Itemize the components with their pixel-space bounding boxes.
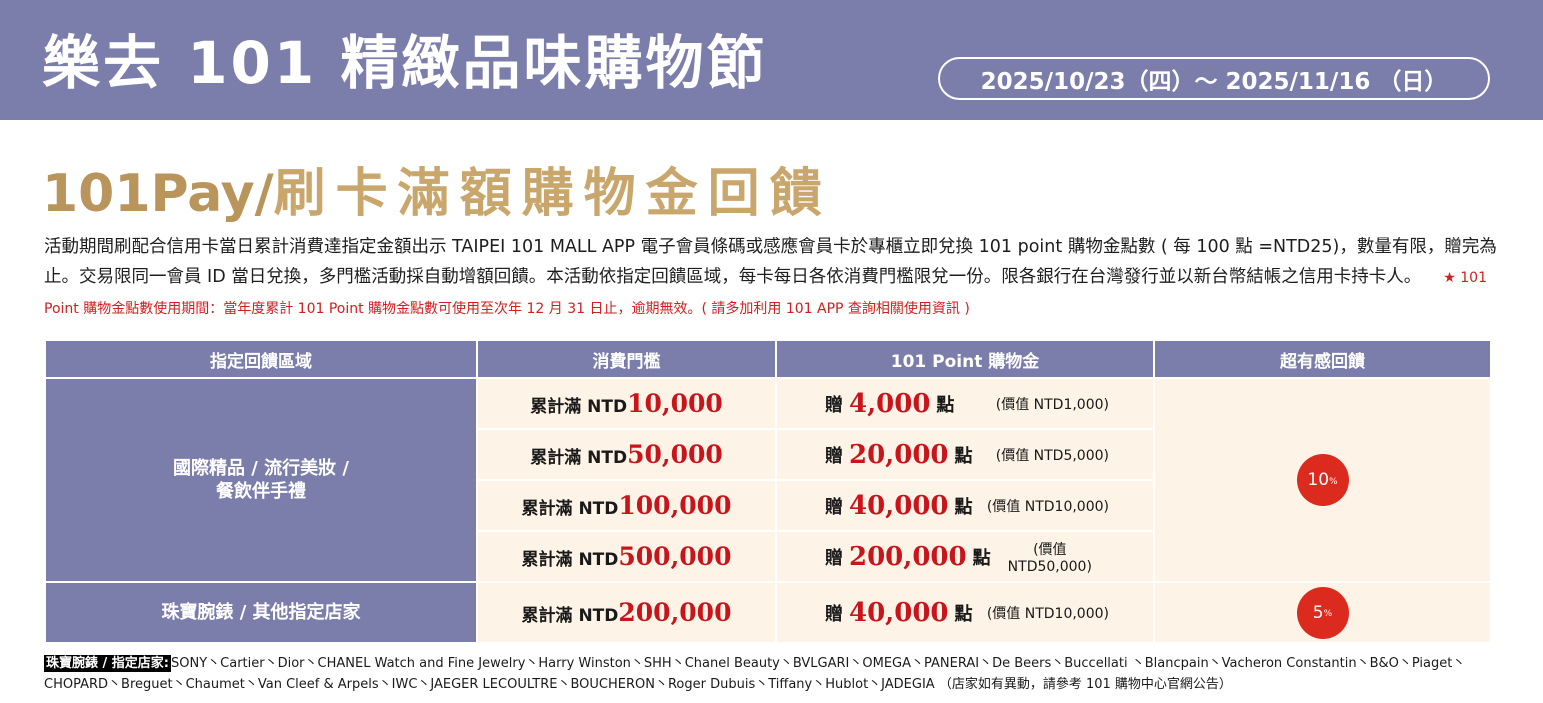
points-value: (價值 NTD50,000) xyxy=(1007,541,1092,575)
threshold-amount: 200,000 xyxy=(618,598,732,627)
store-list: 珠寶腕錶 / 指定店家: SONY丶Cartier丶Dior丶CHANEL Wat… xyxy=(44,653,1514,695)
threshold-amount: 500,000 xyxy=(618,542,732,571)
date-range-badge: 2025/10/23（四）～ 2025/11/16 （日） xyxy=(938,57,1490,100)
threshold-cell: 累計滿 NTD100,000 xyxy=(476,479,777,532)
threshold-label: 累計滿 NTD xyxy=(530,397,628,417)
bonus-rate: 10 xyxy=(1307,470,1330,490)
table-row: 累計滿 NTD100,000 贈 40,000 點 (價值 NTD10,000) xyxy=(45,479,1491,532)
points-value: (價值 NTD10,000) xyxy=(986,605,1109,622)
give-label: 贈 xyxy=(825,547,843,569)
promo-title: 101Pay/刷卡滿額購物金回饋 xyxy=(42,168,832,220)
header-bonus: 超有感回饋 xyxy=(1153,339,1492,379)
header-points: 101 Point 購物金 xyxy=(775,339,1155,379)
bonus-rate: 5 xyxy=(1312,602,1324,623)
threshold-cell: 累計滿 NTD200,000 xyxy=(476,581,777,644)
reward-table: 指定回饋區域 消費門檻 101 Point 購物金 超有感回饋 國際精品 / 流… xyxy=(44,339,1492,644)
store-list-text: SONY丶Cartier丶Dior丶CHANEL Watch and Fine … xyxy=(44,656,1466,692)
points-unit: 點 xyxy=(954,603,973,625)
points-unit: 點 xyxy=(954,445,973,467)
bonus-rate-badge: 5% xyxy=(1296,586,1349,639)
area-cell-luxury: 國際精品 / 流行美妝 / 餐飲伴手禮 xyxy=(44,377,478,583)
header-threshold: 消費門檻 xyxy=(476,339,777,379)
points-value: (價值 NTD5,000) xyxy=(995,447,1109,464)
threshold-label: 累計滿 NTD xyxy=(521,606,619,626)
points-cell: 贈 4,000 點 (價值 NTD1,000) xyxy=(775,377,1155,430)
area-label-line2: 餐飲伴手禮 xyxy=(216,481,306,502)
threshold-label: 累計滿 NTD xyxy=(521,550,619,570)
table-header-row: 指定回饋區域 消費門檻 101 Point 購物金 超有感回饋 xyxy=(44,339,1492,379)
points-amount: 4,000 xyxy=(849,388,931,419)
points-amount: 200,000 xyxy=(849,541,967,572)
page-title: 樂去 101 精緻品味購物節 xyxy=(42,29,768,97)
points-cell: 贈 40,000 點 (價值 NTD10,000) xyxy=(775,479,1155,532)
bonus-rate-unit: % xyxy=(1323,609,1333,619)
points-unit: 點 xyxy=(936,394,955,416)
area-label-line1: 國際精品 / 流行美妝 / xyxy=(173,458,349,479)
threshold-cell: 累計滿 NTD500,000 xyxy=(476,530,777,583)
give-label: 贈 xyxy=(825,496,843,518)
points-value: (價值 NTD10,000) xyxy=(986,498,1109,515)
threshold-label: 累計滿 NTD xyxy=(530,448,628,468)
points-unit: 點 xyxy=(954,496,973,518)
area-cell-jewelry: 珠寶腕錶 / 其他指定店家 xyxy=(44,581,478,644)
description-text: 活動期間刷配合信用卡當日累計消費達指定金額出示 TAIPEI 101 MALL … xyxy=(44,237,1497,287)
points-cell: 贈 200,000 點 (價值 NTD50,000) xyxy=(775,530,1155,583)
table-row: 累計滿 NTD500,000 贈 200,000 點 (價值 NTD50,000) xyxy=(45,530,1491,583)
bonus-cell-luxury: 10% xyxy=(1153,377,1492,583)
header-banner: 樂去 101 精緻品味購物節 2025/10/23（四）～ 2025/11/16… xyxy=(0,0,1543,120)
promo-title-zh: 刷卡滿額購物金回饋 xyxy=(273,164,832,224)
area-label-line1: 珠寶腕錶 / 其他指定店家 xyxy=(161,602,361,623)
threshold-cell: 累計滿 NTD10,000 xyxy=(476,377,777,430)
table-row: 國際精品 / 流行美妝 / 餐飲伴手禮 累計滿 NTD10,000 贈 4,000… xyxy=(44,377,1492,583)
header-area: 指定回饋區域 xyxy=(44,339,478,379)
threshold-label: 累計滿 NTD xyxy=(521,499,619,519)
points-cell: 贈 20,000 點 (價值 NTD5,000) xyxy=(775,428,1155,481)
give-label: 贈 xyxy=(825,603,843,625)
give-label: 贈 xyxy=(825,394,843,416)
points-amount: 40,000 xyxy=(849,490,949,521)
promo-title-latin: 101Pay/ xyxy=(42,164,274,224)
threshold-amount: 50,000 xyxy=(627,440,723,469)
store-list-tag: 珠寶腕錶 / 指定店家: xyxy=(44,655,171,672)
table-row: 珠寶腕錶 / 其他指定店家 累計滿 NTD200,000 贈 40,000 點 (價值… xyxy=(44,581,1492,644)
points-value: (價值 NTD1,000) xyxy=(995,396,1109,413)
give-label: 贈 xyxy=(825,445,843,467)
points-cell: 贈 40,000 點 (價值 NTD10,000) xyxy=(775,581,1155,644)
threshold-cell: 累計滿 NTD50,000 xyxy=(476,428,777,481)
threshold-amount: 100,000 xyxy=(618,491,732,520)
bonus-cell-jewelry: 5% xyxy=(1153,581,1492,644)
points-usage-note: ★ 101 Point 購物金點數使用期間：當年度累計 101 Point 購物… xyxy=(44,270,1487,317)
threshold-amount: 10,000 xyxy=(627,389,723,418)
table-row: 累計滿 NTD50,000 贈 20,000 點 (價值 NTD5,000) xyxy=(45,428,1491,481)
points-amount: 40,000 xyxy=(849,597,949,628)
bonus-rate-unit: % xyxy=(1329,476,1338,487)
points-amount: 20,000 xyxy=(849,439,949,470)
points-unit: 點 xyxy=(972,547,991,569)
bonus-rate-badge: 10% xyxy=(1296,454,1349,506)
promo-description: 活動期間刷配合信用卡當日累計消費達指定金額出示 TAIPEI 101 MALL … xyxy=(44,232,1504,324)
